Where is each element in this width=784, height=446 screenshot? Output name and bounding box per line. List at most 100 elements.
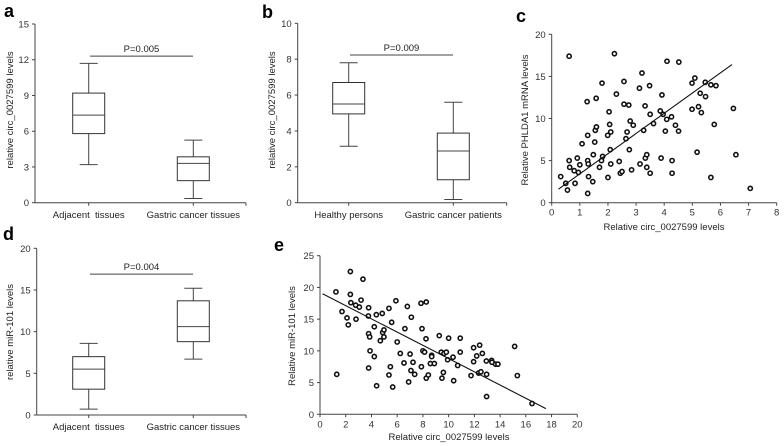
data-point-c (628, 166, 635, 173)
data-point-c (584, 98, 591, 105)
data-point-e (418, 300, 424, 307)
regression-line-e (322, 293, 547, 410)
data-point-e (468, 372, 474, 379)
data-point-e (345, 321, 352, 328)
x-tick-label-c: 8 (774, 208, 779, 219)
data-point-e (373, 311, 380, 318)
x-tick-label-e: 6 (395, 419, 400, 430)
data-point-c (596, 164, 603, 171)
data-point-c (619, 168, 625, 175)
data-point-e (381, 327, 387, 333)
box-d-0 (72, 356, 106, 390)
data-point-e (436, 332, 443, 339)
box-a-1 (176, 156, 210, 182)
data-point-e (418, 363, 425, 370)
data-point-c (624, 129, 630, 135)
data-point-e (478, 368, 484, 375)
data-point-c (702, 93, 709, 100)
category-label-b-1: Gastric cancer patients (405, 210, 502, 221)
data-point-c (698, 109, 705, 116)
y-tick-label-e: 15 (303, 315, 314, 326)
x-tick-label-c: 7 (746, 208, 751, 219)
data-point-c (566, 157, 573, 164)
data-point-e (425, 372, 432, 378)
data-point-c (572, 180, 578, 187)
y-tick-label-a: 3 (24, 162, 29, 173)
data-point-e (408, 314, 415, 321)
data-point-c (585, 161, 592, 167)
data-point-c (576, 161, 583, 168)
data-point-e (360, 276, 366, 283)
category-label-b-0: Healthy persons (314, 210, 383, 221)
y-tick-label-d: 5 (25, 369, 30, 380)
data-point-c (694, 149, 701, 156)
x-tick-label-e: 0 (317, 419, 322, 430)
data-point-e (371, 323, 378, 330)
data-point-e (470, 344, 477, 351)
y-tick-label-d: 0 (25, 411, 30, 422)
data-point-e (353, 316, 359, 323)
y-tick-label-d: 15 (20, 285, 31, 296)
x-axis-label-e: Relative circ_0027599 levels (389, 432, 510, 443)
data-point-c (664, 58, 670, 65)
y-axis-label-d: relative miR-101 levels (5, 284, 16, 380)
data-point-c (669, 170, 675, 177)
data-point-e (397, 350, 404, 357)
data-point-c (574, 155, 581, 161)
data-point-c (647, 170, 654, 177)
y-tick-label-a: 9 (24, 91, 29, 102)
panel-label-e: e (274, 235, 284, 255)
data-point-c (711, 121, 718, 128)
y-axis-label-b: relative circ_0027599 levels (267, 51, 278, 168)
data-point-e (379, 310, 386, 317)
x-tick-label-e: 20 (572, 419, 583, 430)
data-point-c (646, 82, 653, 89)
data-point-c (579, 140, 585, 147)
data-point-e (404, 303, 411, 310)
y-tick-label-c: 10 (535, 114, 546, 125)
data-point-c (630, 122, 637, 129)
box-d-1 (176, 300, 210, 343)
data-point-e (333, 371, 340, 378)
box-a-0 (72, 92, 106, 135)
x-axis-label-c: Relative circ_0027599 levels (604, 222, 725, 233)
data-point-e (347, 268, 354, 275)
data-point-c (584, 132, 591, 139)
data-point-e (476, 342, 483, 349)
y-tick-label-a: 12 (18, 55, 29, 66)
p-value-d: P=0.004 (124, 262, 160, 273)
category-label-a-1: Gastric cancer tissues (147, 210, 241, 221)
data-point-e (339, 308, 345, 315)
data-point-c (626, 146, 633, 153)
data-point-e (483, 358, 490, 364)
data-point-c (707, 81, 714, 88)
data-point-c (643, 151, 650, 158)
x-tick-label-e: 18 (546, 419, 557, 430)
y-tick-label-a: 15 (18, 20, 29, 31)
data-point-e (347, 299, 354, 306)
y-tick-label-e: 10 (303, 346, 314, 357)
y-tick-label-b: 6 (286, 91, 291, 102)
data-point-c (689, 80, 695, 87)
y-tick-label-b: 4 (286, 126, 291, 137)
x-tick-label-e: 10 (443, 419, 454, 430)
data-point-e (402, 325, 408, 332)
data-point-e (457, 349, 464, 356)
data-point-e (393, 297, 399, 304)
data-point-e (373, 382, 380, 389)
x-tick-label-c: 4 (662, 208, 667, 219)
data-point-e (423, 335, 429, 342)
data-point-e (381, 334, 387, 340)
x-tick-label-c: 1 (577, 208, 582, 219)
data-point-c (564, 187, 571, 193)
data-point-e (411, 371, 418, 378)
data-point-e (405, 379, 412, 385)
data-point-e (386, 305, 392, 312)
data-point-e (386, 372, 392, 378)
x-tick-label-c: 3 (633, 208, 638, 219)
data-point-e (511, 343, 518, 350)
data-point-e (358, 297, 364, 304)
data-point-c (637, 161, 643, 167)
data-point-c (669, 157, 675, 164)
data-point-c (599, 80, 605, 87)
